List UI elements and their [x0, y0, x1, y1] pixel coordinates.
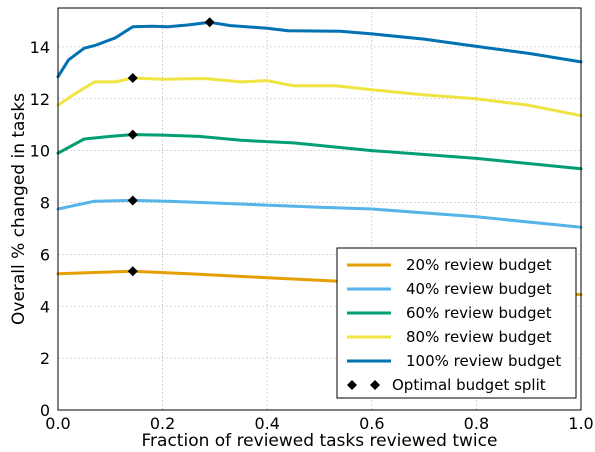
optimal-point-marker — [127, 73, 138, 84]
optimal-point-marker — [127, 266, 138, 277]
legend-label: 40% review budget — [406, 280, 552, 298]
x-tick-label: 0.2 — [150, 414, 175, 433]
legend-marker — [347, 380, 357, 390]
x-tick-label: 0.0 — [45, 414, 70, 433]
y-axis-label: Overall % changed in tasks — [9, 93, 29, 325]
optimal-point-marker — [127, 129, 138, 140]
legend-label: 100% review budget — [406, 352, 561, 370]
series-line-1 — [56, 198, 583, 229]
x-tick-label: 1.0 — [568, 414, 593, 433]
legend-label: Optimal budget split — [392, 376, 546, 394]
y-tick-label: 8 — [40, 194, 50, 213]
legend-box — [336, 247, 577, 399]
legend-marker — [370, 380, 380, 390]
series-line-3 — [56, 76, 583, 118]
y-tick-label: 10 — [30, 142, 50, 161]
y-tick-label: 2 — [40, 349, 50, 368]
legend-label: 80% review budget — [406, 328, 552, 346]
y-tick-label: 6 — [40, 245, 50, 264]
legend-label: 60% review budget — [406, 304, 552, 322]
y-tick-label: 0 — [40, 401, 50, 420]
x-tick-label: 0.6 — [359, 414, 384, 433]
plot-frame — [57, 7, 582, 411]
y-tick-labels: 0 2 4 6 8 10 12 14 — [30, 38, 50, 420]
optimal-point-marker — [204, 17, 215, 28]
optimal-markers — [127, 17, 215, 277]
series-line-2 — [56, 133, 583, 171]
optimal-point-marker — [127, 195, 138, 206]
series-line-4 — [56, 20, 583, 79]
x-tick-label: 0.8 — [464, 414, 489, 433]
x-tick-labels: 0.0 0.2 0.4 0.6 0.8 1.0 — [45, 414, 593, 433]
legend-label: 20% review budget — [406, 256, 552, 274]
x-axis-label: Fraction of reviewed tasks reviewed twic… — [142, 431, 498, 451]
legend: 20% review budget 40% review budget 60% re… — [336, 247, 577, 399]
y-tick-label: 4 — [40, 297, 50, 316]
x-tick-label: 0.4 — [254, 414, 279, 433]
y-tick-label: 14 — [30, 38, 50, 57]
y-tick-label: 12 — [30, 90, 50, 109]
